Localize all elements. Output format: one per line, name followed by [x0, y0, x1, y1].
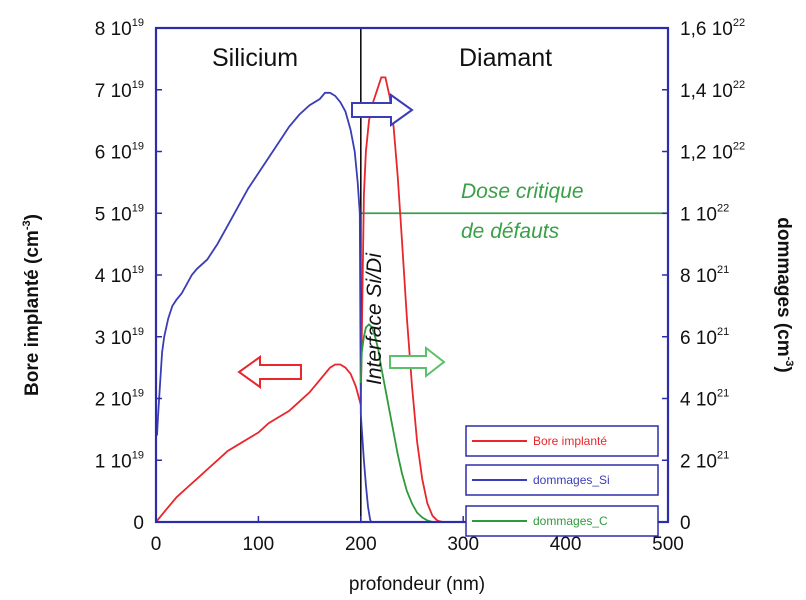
- y-left-tick-label: 2 1019: [95, 388, 144, 411]
- x-tick-label: 300: [447, 534, 479, 555]
- y-left-tick-label: 8 1019: [95, 17, 144, 40]
- legend-label-si: dommages_Si: [533, 473, 610, 487]
- y-left-tick-label: 4 1019: [95, 264, 144, 287]
- arrow-left-red-icon: [237, 355, 302, 389]
- x-tick-label: 200: [345, 534, 377, 555]
- series-lines: [155, 76, 443, 523]
- y-right-tick-label: 2 1021: [680, 449, 729, 472]
- y-right-tick-label: 1,6 1022: [680, 17, 745, 40]
- y-right-tick-label: 1,4 1022: [680, 79, 745, 102]
- legend-label-bore: Bore implanté: [533, 434, 607, 448]
- x-tick-label: 100: [243, 534, 275, 555]
- x-axis-ticks: 0 100 200 300 400 500: [151, 516, 684, 555]
- y-left-tick-label: 7 1019: [95, 79, 144, 102]
- critical-dose-label-1: Dose critique: [461, 180, 584, 203]
- y-left-tick-label: 6 1019: [95, 141, 144, 164]
- y-right-tick-label: 6 1021: [680, 326, 729, 349]
- critical-dose-label-2: de défauts: [461, 220, 560, 243]
- legend: Bore implanté dommages_Si dommages_C: [465, 425, 659, 537]
- arrow-right-green-icon: [389, 345, 446, 379]
- y-left-tick-label: 1 1019: [95, 449, 144, 472]
- legend-item-si: dommages_Si: [465, 464, 659, 496]
- arrow-right-blue-icon: [351, 93, 414, 127]
- y-axis-right-label: dommages (cm-3): [773, 217, 795, 372]
- y-left-tick-label: 5 1019: [95, 202, 144, 225]
- y-right-tick-label: 1,2 1022: [680, 141, 745, 164]
- series-dommages-si: [156, 91, 372, 523]
- region-label-silicium: Silicium: [212, 44, 298, 72]
- series-bore-implante: [155, 76, 443, 523]
- x-axis-label: profondeur (nm): [349, 574, 485, 595]
- right-axis-ticks: 0 2 1021 4 1021 6 1021 8 1021 1 1022 1,2 1022 1…: [662, 17, 745, 534]
- interface-label: Interface Si/Di: [363, 252, 386, 385]
- legend-item-bore: Bore implanté: [465, 425, 659, 457]
- y-left-tick-label: 0: [133, 513, 144, 534]
- series-dommages-c: [359, 323, 433, 523]
- region-label-diamant: Diamant: [459, 44, 552, 72]
- legend-item-c: dommages_C: [465, 505, 659, 537]
- y-right-tick-label: 4 1021: [680, 388, 729, 411]
- x-tick-label: 400: [550, 534, 582, 555]
- x-tick-label: 500: [652, 534, 684, 555]
- y-axis-left-label: Bore implanté (cm-3): [21, 214, 43, 396]
- y-right-tick-label: 0: [680, 513, 691, 534]
- legend-label-c: dommages_C: [533, 514, 608, 528]
- y-right-tick-label: 8 1021: [680, 264, 729, 287]
- y-left-tick-label: 3 1019: [95, 326, 144, 349]
- x-tick-label: 0: [151, 534, 162, 555]
- y-right-tick-label: 1 1022: [680, 202, 729, 225]
- left-axis-ticks: 0 1 1019 2 1019 3 1019 4 1019 5 1019 6 1019 7 1…: [95, 17, 162, 534]
